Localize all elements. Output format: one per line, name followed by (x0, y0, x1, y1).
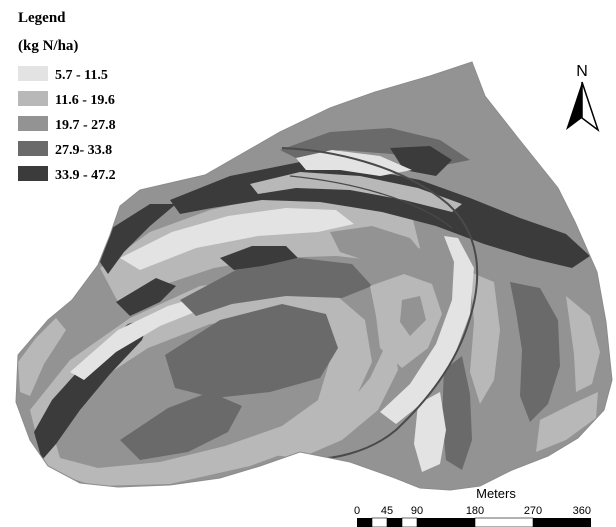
legend-item: 11.6 - 19.6 (18, 91, 115, 108)
legend-swatch (18, 141, 48, 156)
map-zone (18, 318, 66, 396)
map-zone (442, 356, 472, 470)
legend-swatch (18, 91, 48, 106)
scale-segment (401, 517, 418, 527)
legend-swatch (18, 66, 48, 81)
scale-bar: Meters 0 45 90 180 270 360 (354, 486, 591, 527)
scale-tick-label: 180 (466, 505, 484, 517)
north-arrow: N (566, 63, 600, 133)
map-zone (250, 172, 462, 212)
map-zone (180, 258, 372, 316)
legend-item: 27.9- 33.8 (18, 141, 112, 158)
scale-tick-label: 360 (573, 505, 591, 517)
watershed-outline (15, 61, 613, 491)
map-zone (510, 282, 560, 422)
scale-segment (387, 518, 402, 527)
north-arrow-icon (566, 81, 600, 133)
map-zone (296, 150, 412, 176)
scale-tick-label: 0 (354, 505, 360, 517)
map-zone (470, 272, 500, 404)
scale-tick-label: 90 (411, 505, 423, 517)
legend-swatch (18, 166, 48, 181)
map-watershed (15, 61, 613, 491)
legend-item: 33.9 - 47.2 (18, 166, 116, 183)
scale-segment (417, 518, 475, 527)
legend-label: 5.7 - 11.5 (55, 68, 108, 83)
map-zone (220, 246, 298, 270)
scale-bar-title: Meters (476, 486, 516, 501)
scale-bar-segments (357, 517, 591, 527)
legend-swatch (18, 116, 48, 131)
legend-label: 33.9 - 47.2 (55, 168, 116, 183)
map-zone (330, 226, 430, 270)
scale-segment (357, 518, 372, 527)
legend-label: 27.9- 33.8 (55, 143, 112, 158)
legend-item: 5.7 - 11.5 (18, 66, 108, 83)
map-zone (116, 278, 176, 316)
map-legend: Legend (kg N/ha) 5.7 - 11.5 11.6 - 19.6 19… (18, 10, 116, 183)
legend-label: 11.6 - 19.6 (55, 93, 115, 108)
scale-segment (371, 517, 388, 527)
map-zone (262, 332, 398, 458)
map-zone (400, 296, 426, 336)
legend-title: Legend (18, 10, 66, 26)
map-zone (120, 208, 354, 270)
map-zone (566, 296, 600, 392)
stream-line (289, 175, 453, 229)
map-zone (120, 392, 242, 460)
scale-tick-label: 45 (381, 505, 393, 517)
map-zone (165, 304, 338, 398)
scale-segment (474, 517, 534, 527)
map-zone (70, 290, 222, 380)
stream-line (281, 147, 479, 460)
map-zone (536, 392, 598, 452)
north-label: N (576, 63, 588, 80)
legend-item: 19.7 - 27.8 (18, 116, 116, 133)
scale-tick-label: 270 (524, 505, 542, 517)
map-zone (100, 204, 176, 274)
legend-unit: (kg N/ha) (18, 38, 78, 54)
scale-segment (533, 518, 591, 527)
legend-label: 19.7 - 27.8 (55, 118, 116, 133)
map-zone (380, 236, 474, 424)
map-zone (34, 318, 150, 460)
map-zone (414, 392, 446, 472)
